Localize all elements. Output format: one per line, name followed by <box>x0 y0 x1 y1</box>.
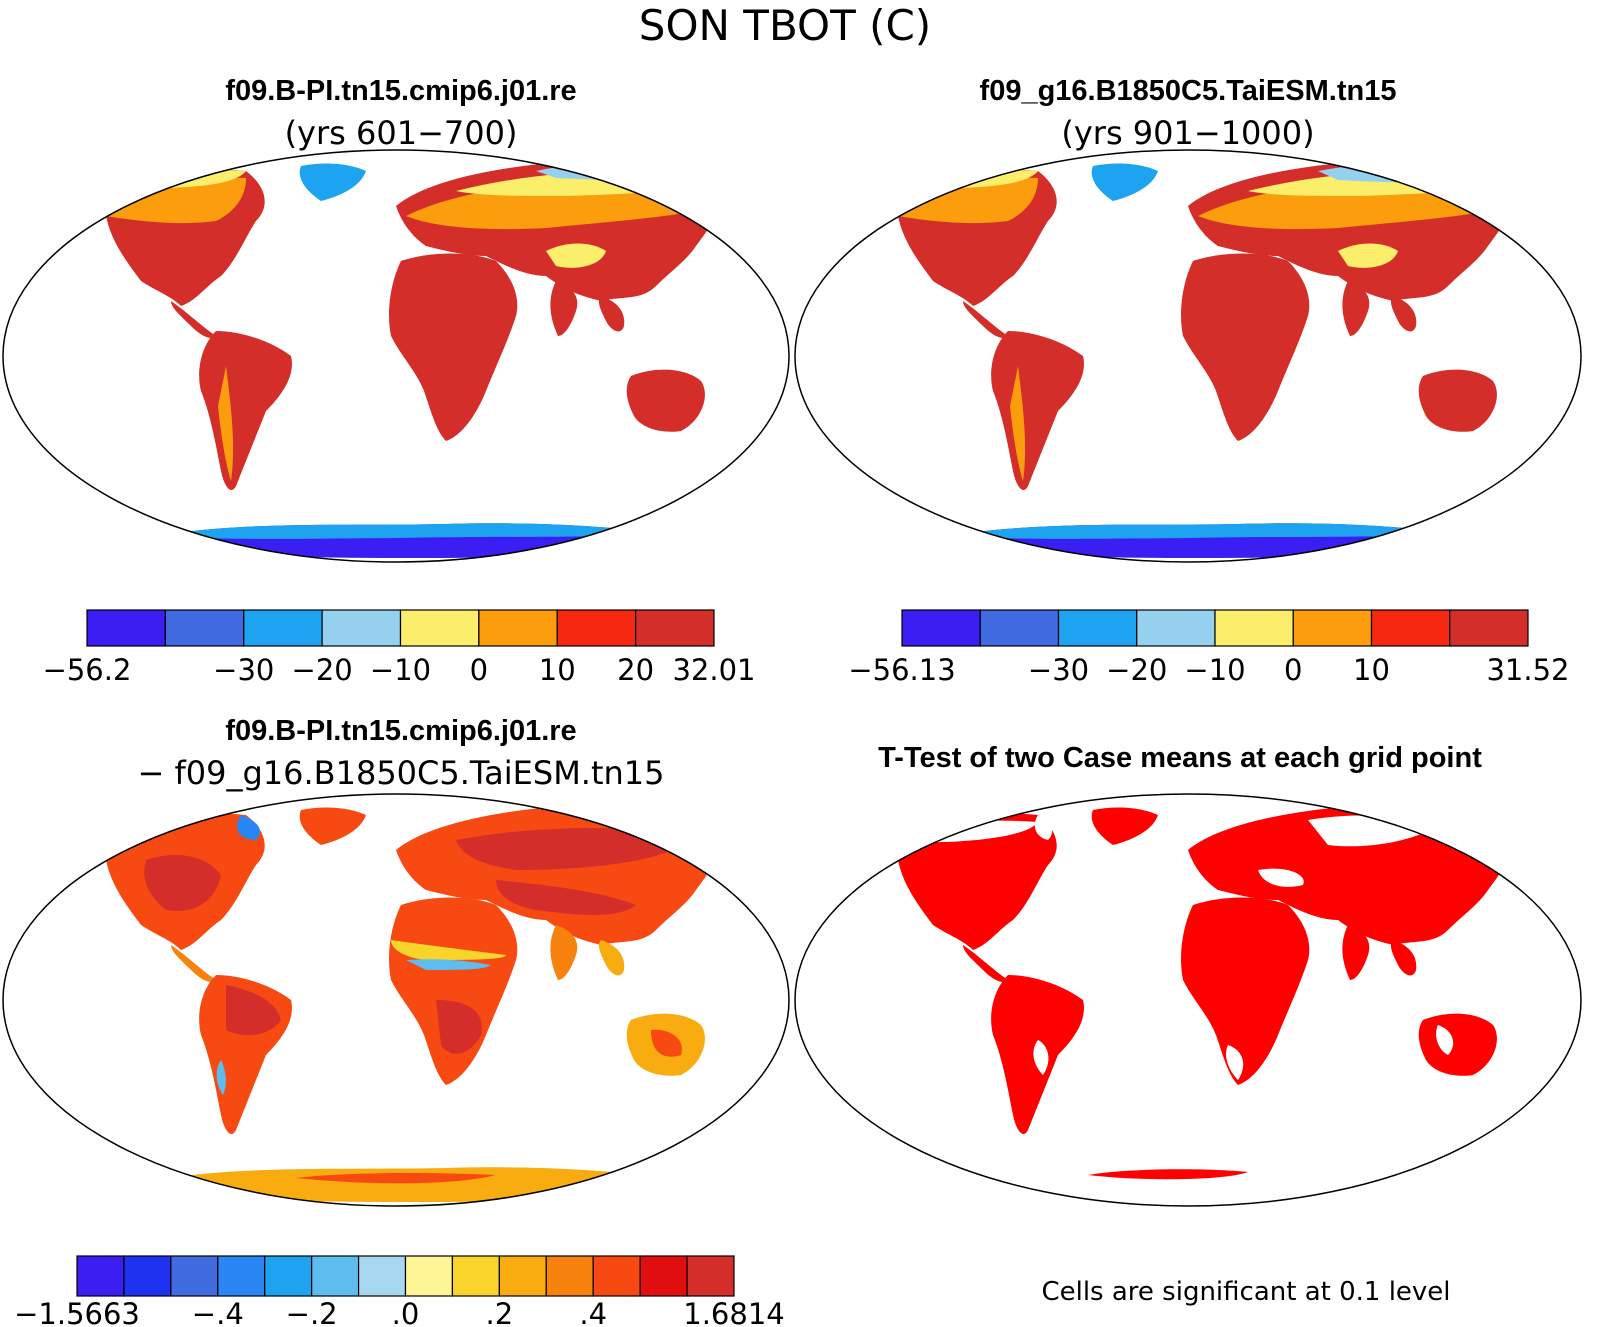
panel-2-title: f09_g16.B1850C5.TaiESM.tn15 <box>980 75 1397 107</box>
colorbar-tick-label: 10 <box>1353 653 1390 687</box>
colorbar-swatch <box>243 609 323 647</box>
panel-4-map <box>794 793 1582 1207</box>
panel-3-title: f09.B-PI.tn15.cmip6.j01.re <box>225 715 576 747</box>
colorbar-tick-label: −20 <box>1106 653 1167 687</box>
colorbar-swatch <box>979 609 1060 647</box>
colorbar-swatch <box>592 1255 641 1297</box>
colorbar-tick-label: −56.13 <box>848 653 955 687</box>
colorbar-swatch <box>357 1255 407 1297</box>
colorbar-swatch <box>545 1255 594 1297</box>
colorbar-swatch <box>556 609 637 647</box>
panel-2-colorbar: −56.13 −30 −20 −10 0 10 31.52 <box>848 609 1570 687</box>
panel-2: f09_g16.B1850C5.TaiESM.tn15 (yrs 901−100… <box>794 75 1582 687</box>
panel-1: f09.B-PI.tn15.cmip6.j01.re (yrs 601−700) <box>2 75 790 687</box>
panel-3: f09.B-PI.tn15.cmip6.j01.re − f09_g16.B18… <box>2 715 790 1327</box>
colorbar-swatch <box>311 1255 360 1297</box>
colorbar-swatch <box>1370 609 1451 647</box>
panel-1-title: f09.B-PI.tn15.cmip6.j01.re <box>225 75 576 107</box>
colorbar-swatch <box>1057 609 1138 647</box>
panel-2-map <box>794 149 1582 563</box>
colorbar-tick-label: .0 <box>392 1297 420 1327</box>
colorbar-tick-label: 32.01 <box>672 653 755 687</box>
colorbar-tick-label: −30 <box>213 653 274 687</box>
colorbar-swatch <box>1214 609 1294 647</box>
colorbar-swatch <box>901 609 981 647</box>
colorbar-tick-label: 1.6814 <box>683 1297 784 1327</box>
panel-3-colorbar: −1.5663 −.4 −.2 .0 .2 .4 1.6814 <box>14 1255 785 1327</box>
colorbar-swatch <box>404 1255 454 1297</box>
colorbar-swatch <box>399 609 480 647</box>
colorbar-swatch <box>451 1255 500 1297</box>
colorbar-tick-label: .2 <box>486 1297 514 1327</box>
colorbar-tick-label: 20 <box>617 653 654 687</box>
colorbar-tick-label: 0 <box>1284 653 1302 687</box>
colorbar-tick-label: 31.52 <box>1486 653 1569 687</box>
colorbar-swatch <box>639 1255 688 1297</box>
colorbar-tick-label: −10 <box>1184 653 1245 687</box>
panel-3-map <box>2 793 790 1207</box>
colorbar-swatch <box>217 1255 266 1297</box>
panel-4: T-Test of two Case means at each grid po… <box>794 742 1582 1307</box>
colorbar-swatch <box>164 609 245 647</box>
colorbar-swatch <box>76 1255 125 1297</box>
colorbar-tick-label: 0 <box>470 653 488 687</box>
panel-1-subtitle: (yrs 601−700) <box>285 114 518 152</box>
colorbar-tick-label: −.4 <box>192 1297 244 1327</box>
panel-1-map <box>2 149 790 563</box>
colorbar-tick-label: 10 <box>539 653 576 687</box>
colorbar-swatch <box>1292 609 1373 647</box>
colorbar-tick-label: −1.5663 <box>14 1297 140 1327</box>
panel-4-footer: Cells are significant at 0.1 level <box>1041 1277 1450 1307</box>
panel-4-title: T-Test of two Case means at each grid po… <box>878 742 1482 774</box>
colorbar-tick-label: −10 <box>370 653 431 687</box>
colorbar-swatch <box>264 1255 313 1297</box>
colorbar-swatch <box>686 1255 735 1297</box>
colorbar-swatch <box>1449 609 1529 647</box>
panel-1-colorbar: −56.2 −30 −20 −10 0 10 20 32.01 <box>43 609 756 687</box>
colorbar-swatch <box>123 1255 172 1297</box>
colorbar-swatch <box>1136 609 1216 647</box>
colorbar-swatch <box>635 609 715 647</box>
colorbar-swatch <box>498 1255 547 1297</box>
colorbar-swatch <box>321 609 402 647</box>
panel-2-subtitle: (yrs 901−1000) <box>1061 114 1314 152</box>
colorbar-tick-label: −20 <box>292 653 353 687</box>
colorbar-tick-label: −.2 <box>286 1297 338 1327</box>
colorbar-tick-label: .4 <box>579 1297 607 1327</box>
colorbar-tick-label: −30 <box>1028 653 1089 687</box>
colorbar-swatch <box>86 609 166 647</box>
figure-title: SON TBOT (C) <box>639 1 931 50</box>
colorbar-swatch <box>170 1255 219 1297</box>
colorbar-tick-label: −56.2 <box>43 653 132 687</box>
panel-3-subtitle: − f09_g16.B1850C5.TaiESM.tn15 <box>137 754 664 792</box>
colorbar-swatch <box>478 609 558 647</box>
